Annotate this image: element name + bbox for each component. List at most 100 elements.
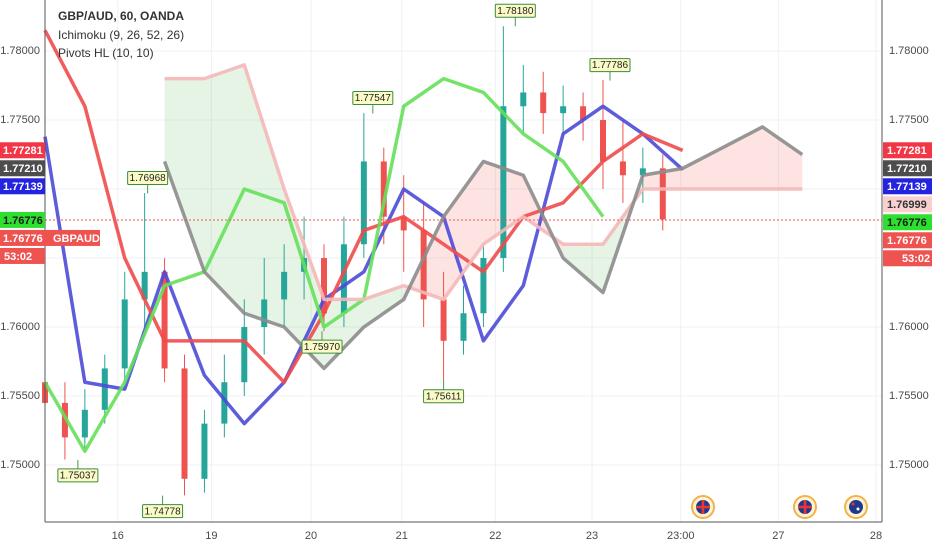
indicator-label: Pivots HL (10, 10) (58, 46, 154, 60)
pivot-label: 1.76968 (130, 173, 167, 184)
price-label-box (0, 178, 45, 195)
event-flag[interactable] (691, 495, 715, 519)
candle-body (101, 368, 108, 410)
labels: 1.75000 1.75000 1.75500 1.75500 1.76000 1.760… (0, 3, 932, 542)
pivot-label: 1.74778 (145, 506, 182, 517)
price-label: 1.77139 (3, 181, 43, 193)
y-tick-label: 1.76000 (889, 321, 929, 333)
indicator-line (164, 63, 803, 302)
x-tick-label: 27 (772, 530, 784, 542)
pivot-label: 1.75037 (60, 471, 97, 482)
pivot-label: 1.75970 (304, 342, 341, 353)
price-label-box (0, 142, 45, 159)
cloud (722, 126, 763, 190)
countdown-box (0, 247, 45, 264)
pivot-box (301, 339, 343, 354)
x-tick-label: 16 (112, 530, 124, 542)
x-tick-label: 19 (205, 530, 217, 542)
price-label-box (883, 178, 932, 195)
pivot-box (57, 468, 99, 483)
candle-body (241, 327, 248, 383)
cloud (443, 161, 484, 300)
price-label-box (0, 229, 100, 246)
pivot-box (423, 389, 465, 404)
price-label: 1.76776 (3, 215, 43, 227)
x-tick-label: 20 (305, 530, 317, 542)
candle-body (500, 106, 507, 259)
x-tick-label: 28 (870, 530, 882, 542)
candle-body (141, 271, 148, 300)
pivot-box (494, 3, 536, 18)
indicator-line (162, 125, 804, 371)
candle-body (619, 161, 626, 176)
price-label: 1.76999 (887, 199, 927, 211)
x-tick-label: 23:00 (667, 530, 695, 542)
price-label: 1.77139 (887, 181, 927, 193)
price-label: 1.76776 (887, 235, 927, 247)
candle-body (340, 244, 347, 314)
price-label-box (883, 214, 932, 231)
price-label: 1.77210 (3, 163, 43, 175)
candle-body (560, 106, 567, 114)
candle-body (121, 299, 128, 369)
indicator-line (43, 76, 605, 453)
candle-body (600, 120, 606, 162)
candle-body (580, 106, 587, 121)
x-tick-label: 23 (586, 530, 598, 542)
indicator-label: Ichimoku (9, 26, 52, 26) (58, 28, 184, 42)
pivot-box (352, 91, 394, 106)
x-tick-label: 22 (489, 530, 501, 542)
price-label-box (883, 232, 932, 249)
candle-body (261, 299, 268, 328)
indicator-line (43, 29, 684, 384)
symbol-label: GBPAUD (53, 233, 100, 245)
x-tick-label: 21 (396, 530, 408, 542)
pivot-box (127, 170, 169, 185)
candle-body (201, 423, 208, 479)
cloud (682, 147, 723, 190)
y-tick-label: 1.75500 (889, 390, 929, 402)
countdown-box (883, 250, 932, 267)
y-tick-label: 1.76000 (0, 321, 40, 333)
event-flag[interactable] (844, 495, 868, 519)
candle-body (460, 313, 467, 341)
candle-body (440, 299, 447, 341)
candle-body (81, 409, 88, 438)
candle-body (181, 368, 188, 479)
countdown: 53:02 (902, 253, 930, 265)
y-tick-label: 1.78000 (0, 45, 40, 57)
candle-body (400, 216, 407, 231)
price-label-box (0, 160, 45, 177)
y-tick-label: 1.77500 (0, 114, 40, 126)
pivot-label: 1.77547 (355, 93, 392, 104)
price-label-box (0, 211, 45, 228)
event-flag[interactable] (793, 495, 817, 519)
price-label-box (883, 196, 932, 213)
candle-body (281, 271, 288, 300)
price-label: 1.77210 (887, 163, 927, 175)
candle-body (639, 168, 646, 176)
candle-body (420, 230, 427, 300)
price-label: 1.77281 (3, 145, 43, 157)
pivot-label: 1.78180 (497, 6, 534, 17)
pivot-label: 1.77786 (592, 60, 629, 71)
price-label: 1.77281 (887, 145, 927, 157)
cloud (164, 78, 205, 272)
candle-body (360, 161, 367, 245)
candle-body (380, 161, 387, 217)
cloud (563, 244, 603, 293)
price-label-box (883, 160, 932, 177)
y-tick-label: 1.78000 (889, 45, 929, 57)
candle-body (221, 382, 228, 424)
price-label: 1.76776 (3, 233, 43, 245)
y-tick-label: 1.75500 (0, 390, 40, 402)
pivot-box (589, 58, 631, 73)
candle-body (520, 92, 527, 107)
pivot-box (142, 504, 184, 519)
price-label: 1.76776 (887, 217, 927, 229)
cloud (762, 126, 803, 190)
chart-title: GBP/AUD, 60, OANDA (58, 9, 184, 23)
candle-body (659, 168, 666, 220)
